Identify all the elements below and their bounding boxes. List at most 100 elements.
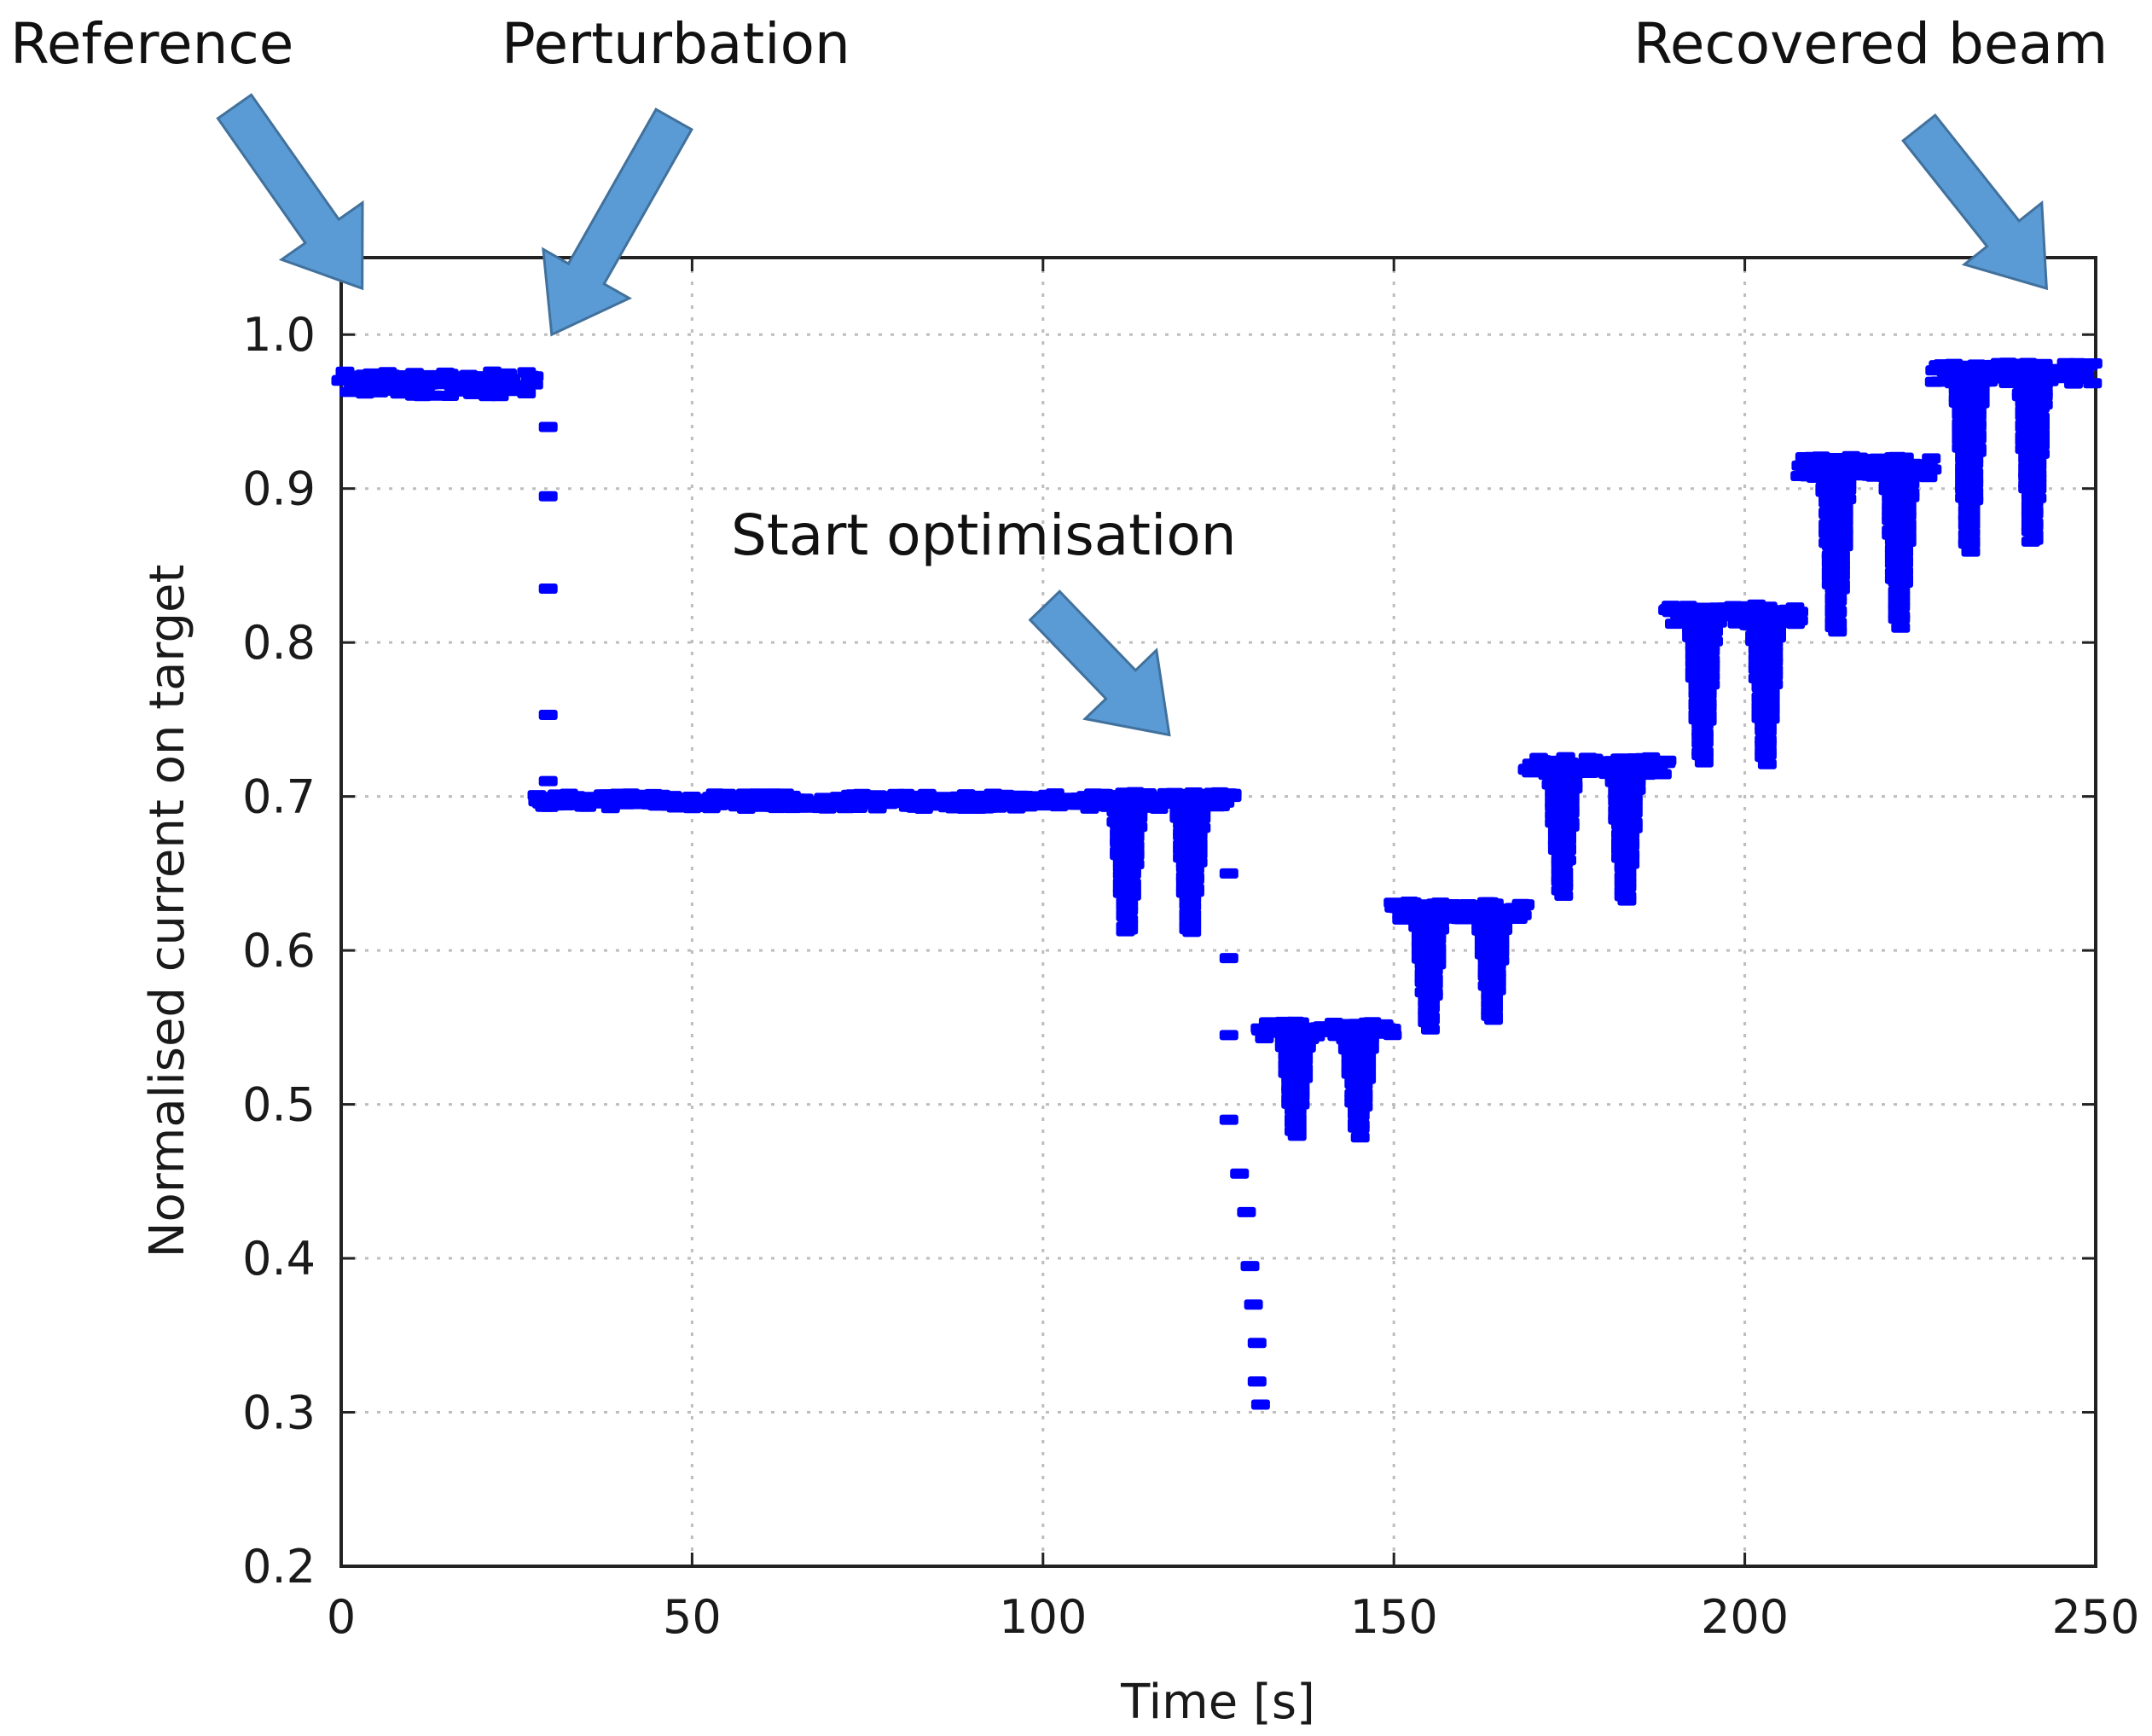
data-point xyxy=(1128,822,1148,833)
data-point xyxy=(1891,601,1911,613)
data-point xyxy=(1237,1206,1256,1217)
data-point xyxy=(1697,689,1717,700)
data-point xyxy=(1964,495,1984,506)
data-point xyxy=(1970,374,1990,385)
data-point xyxy=(1757,726,1777,737)
data-point xyxy=(1617,895,1637,906)
data-point xyxy=(1219,1114,1238,1125)
data-point xyxy=(1704,626,1723,637)
data-point xyxy=(1830,584,1850,595)
data-point xyxy=(1350,1123,1370,1134)
x-tick-label: 150 xyxy=(1350,1590,1438,1644)
annotation-recovered-beam: Recovered beam xyxy=(1633,11,2108,77)
data-point xyxy=(1427,934,1447,945)
data-points xyxy=(331,357,2103,1410)
grid-layer xyxy=(341,258,2096,1566)
data-point xyxy=(1961,538,1981,549)
data-point xyxy=(1427,959,1447,970)
data-point xyxy=(1923,464,1942,475)
data-point xyxy=(1789,615,1808,626)
data-point xyxy=(1291,1099,1310,1110)
data-point xyxy=(517,388,537,398)
data-point xyxy=(1694,737,1714,748)
x-tick-label: 250 xyxy=(2051,1590,2139,1644)
data-point xyxy=(1828,595,1847,607)
data-point xyxy=(1360,1043,1379,1054)
data-point xyxy=(1192,822,1211,833)
data-point xyxy=(1128,812,1148,823)
data-point xyxy=(1900,491,1920,502)
data-point xyxy=(1563,770,1583,781)
data-point xyxy=(1837,467,1857,478)
data-point xyxy=(2031,448,2050,459)
data-point xyxy=(1354,1101,1373,1112)
data-point xyxy=(1125,832,1145,843)
data-point xyxy=(1247,1376,1267,1387)
data-point xyxy=(1119,924,1139,935)
data-point xyxy=(1617,881,1637,892)
data-point xyxy=(1701,671,1720,682)
data-point xyxy=(1554,891,1574,901)
data-point xyxy=(1697,715,1717,726)
data-point xyxy=(2027,483,2047,494)
data-point xyxy=(1757,749,1777,760)
data-point xyxy=(2027,492,2047,503)
data-point xyxy=(2024,520,2044,531)
data-point xyxy=(1757,758,1777,769)
tick-layer: 0 50 100 150 200 250 0.2 0.3 0.4 0.5 0.6 0.7 0.8 0.9 1… xyxy=(242,258,2140,1644)
annotation-arrow-icon xyxy=(216,93,364,291)
data-point xyxy=(1694,757,1714,768)
data-point xyxy=(1764,671,1784,682)
data-point xyxy=(1484,1014,1503,1025)
data-point xyxy=(1967,433,1987,444)
data-point xyxy=(1657,755,1677,766)
data-point xyxy=(538,584,558,594)
plot-frame xyxy=(339,256,2097,1568)
data-point xyxy=(538,710,558,720)
data-point xyxy=(1701,679,1720,690)
data-point xyxy=(1837,485,1857,496)
data-point xyxy=(1350,1110,1370,1121)
data-point xyxy=(1897,510,1917,521)
data-point xyxy=(1834,541,1853,552)
data-point xyxy=(1182,926,1202,938)
data-point xyxy=(1964,458,1984,469)
x-tick-label: 200 xyxy=(1701,1590,1789,1644)
y-tick-label: 0.7 xyxy=(242,770,316,824)
data-point xyxy=(1515,900,1534,911)
annotation-arrow-icon xyxy=(1028,589,1171,737)
data-point xyxy=(1487,984,1506,996)
data-point xyxy=(1891,622,1911,633)
data-point xyxy=(1701,646,1720,657)
y-tick-label: 0.5 xyxy=(242,1078,316,1132)
data-point xyxy=(1222,788,1242,799)
data-point xyxy=(1296,1042,1316,1053)
data-point xyxy=(425,390,444,401)
data-point xyxy=(1125,850,1145,861)
data-point xyxy=(1789,607,1808,618)
y-tick-label: 0.4 xyxy=(242,1232,316,1286)
x-tick-label: 0 xyxy=(327,1590,356,1644)
data-point xyxy=(1621,858,1640,869)
data-point xyxy=(1421,1014,1440,1025)
data-point xyxy=(2033,391,2053,402)
data-point xyxy=(1357,1073,1377,1084)
data-point xyxy=(1560,808,1580,818)
data-point xyxy=(1830,571,1850,581)
data-point xyxy=(1621,840,1640,851)
data-point xyxy=(736,804,756,814)
data-point xyxy=(1119,905,1139,916)
data-point xyxy=(2033,399,2053,410)
data-point xyxy=(538,491,558,502)
data-point xyxy=(483,366,502,377)
data-point xyxy=(1122,890,1141,901)
data-point xyxy=(1122,868,1141,880)
data-point xyxy=(1424,990,1443,1001)
data-point xyxy=(1764,679,1784,689)
data-point xyxy=(1185,886,1204,897)
y-tick-label: 0.2 xyxy=(242,1540,316,1594)
data-point xyxy=(1891,613,1911,624)
data-point xyxy=(2031,439,2050,450)
data-point xyxy=(1623,822,1643,833)
